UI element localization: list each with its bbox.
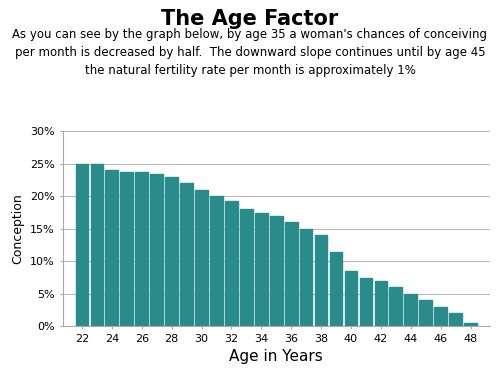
Bar — [300, 229, 312, 326]
Bar — [76, 164, 88, 326]
Bar — [225, 201, 238, 326]
Bar — [390, 287, 402, 326]
Bar — [434, 307, 447, 326]
Bar — [106, 170, 118, 326]
Bar — [240, 209, 252, 326]
Bar — [166, 177, 178, 326]
Bar — [420, 300, 432, 326]
Bar — [285, 222, 298, 326]
Bar — [374, 281, 387, 326]
Bar — [360, 278, 372, 326]
Text: The Age Factor: The Age Factor — [162, 9, 338, 29]
Bar — [450, 313, 462, 326]
Bar — [180, 183, 193, 326]
Bar — [270, 216, 282, 326]
Bar — [255, 213, 268, 326]
Bar — [90, 164, 103, 326]
Bar — [404, 294, 417, 326]
Bar — [136, 171, 148, 326]
Text: As you can see by the graph below, by age 35 a woman's chances of conceiving
per: As you can see by the graph below, by ag… — [12, 28, 488, 77]
Bar — [464, 323, 477, 326]
Bar — [120, 171, 133, 326]
Bar — [150, 174, 163, 326]
Bar — [210, 196, 223, 326]
Bar — [195, 190, 208, 326]
Y-axis label: Per Month Chance of
Conception: Per Month Chance of Conception — [0, 164, 24, 294]
X-axis label: Age in Years: Age in Years — [230, 350, 323, 364]
Bar — [330, 252, 342, 326]
Bar — [344, 271, 358, 326]
Bar — [314, 235, 328, 326]
